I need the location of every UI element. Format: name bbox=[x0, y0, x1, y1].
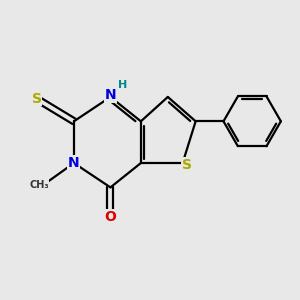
Text: S: S bbox=[182, 158, 192, 172]
Text: CH₃: CH₃ bbox=[29, 180, 49, 190]
Text: O: O bbox=[104, 210, 116, 224]
Text: N: N bbox=[68, 156, 80, 170]
Text: S: S bbox=[32, 92, 41, 106]
Text: H: H bbox=[118, 80, 127, 90]
Text: N: N bbox=[105, 88, 116, 102]
